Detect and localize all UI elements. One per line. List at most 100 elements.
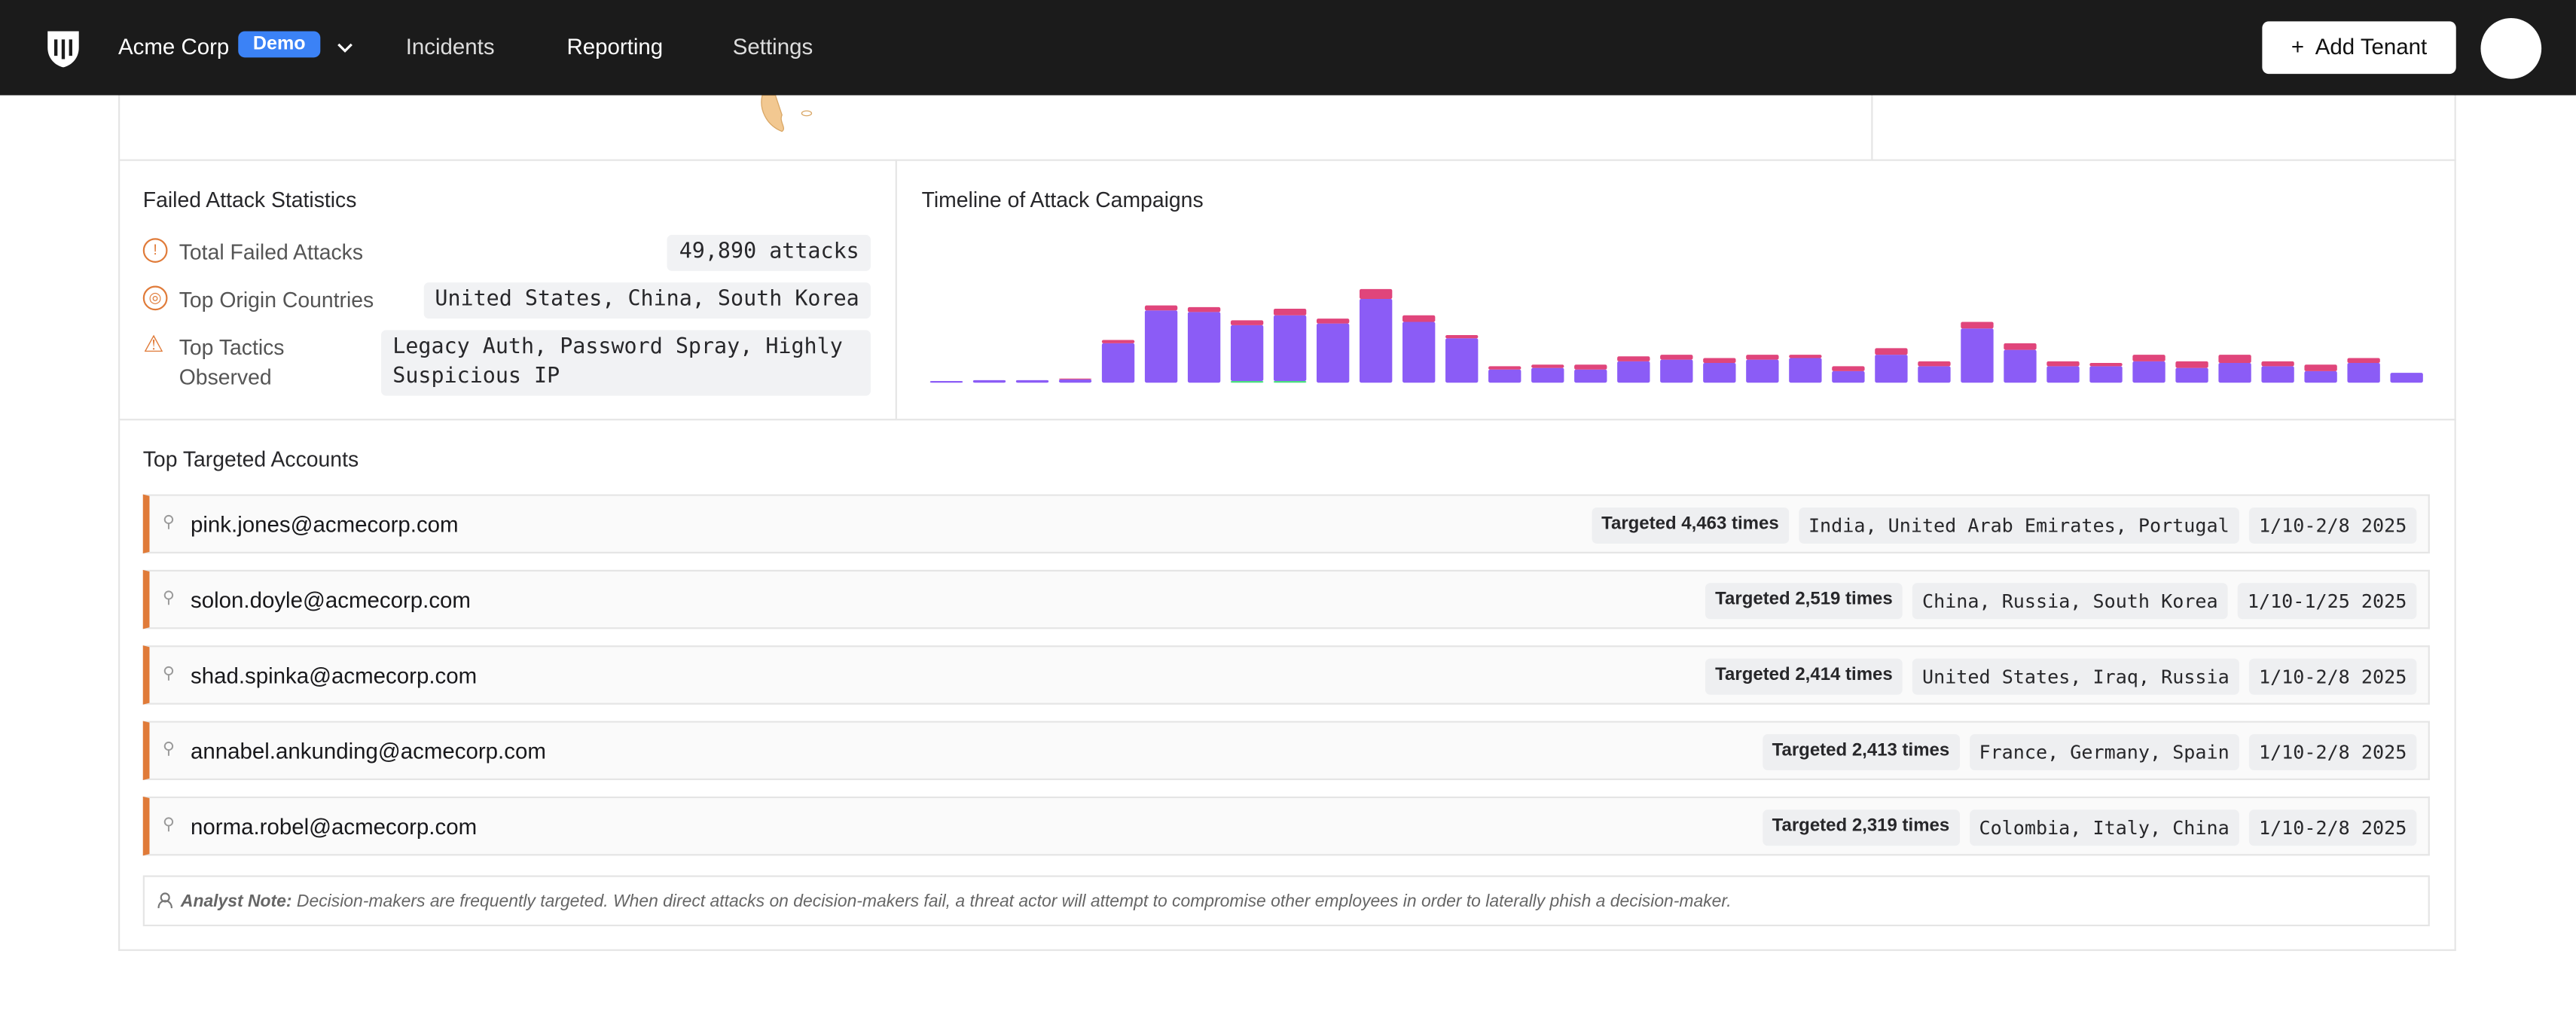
stat-value: Legacy Auth, Password Spray, Highly Susp… <box>381 330 871 396</box>
targeted-count: Targeted 4,463 times <box>1592 507 1789 544</box>
bar-segment <box>1961 328 1994 383</box>
bar-segment <box>1402 315 1436 322</box>
section-title: Failed Attack Statistics <box>142 187 357 212</box>
navbar: Acme Corp Demo Incidents Reporting Setti… <box>0 0 2576 96</box>
targeted-count: Targeted 2,319 times <box>1762 809 1960 846</box>
bar-segment <box>2004 349 2037 383</box>
stat-value: United States, China, South Korea <box>423 282 871 319</box>
bar-segment <box>2004 343 2037 350</box>
bar-segment <box>2132 355 2165 361</box>
bar-segment <box>1832 370 1865 383</box>
account-email: annabel.ankunding@acmecorp.com <box>191 739 546 764</box>
bar-segment <box>1660 359 1693 383</box>
bar-segment <box>1875 355 1908 383</box>
bar-segment <box>2390 373 2423 383</box>
countries: Colombia, Italy, China <box>1969 809 2239 846</box>
bar-segment <box>1316 323 1350 383</box>
bar-segment <box>1961 322 1994 329</box>
bar-segment <box>1230 325 1264 382</box>
divider <box>1871 95 1873 160</box>
bar-segment <box>1101 343 1135 383</box>
divider <box>118 159 2456 161</box>
countries: France, Germany, Spain <box>1969 733 2239 770</box>
account-tags: Targeted 4,463 times India, United Arab E… <box>1592 507 2417 544</box>
bar-segment <box>1144 305 1178 311</box>
account-row[interactable]: ⚲ pink.jones@acmecorp.com Targeted 4,463 t… <box>142 494 2430 554</box>
bar-segment <box>2304 364 2337 371</box>
bar-segment <box>1015 380 1049 383</box>
bar-segment <box>2261 366 2294 383</box>
user-icon: ⚲ <box>162 665 175 684</box>
bar-segment <box>1445 338 1479 383</box>
bar-segment <box>1101 340 1135 343</box>
bar-segment <box>2046 366 2080 383</box>
button-label: Add Tenant <box>2315 34 2428 59</box>
bar-segment <box>1360 288 1393 299</box>
bar-segment <box>1230 381 1264 383</box>
account-row[interactable]: ⚲ solon.doyle@acmecorp.com Targeted 2,519 … <box>142 569 2430 629</box>
nav-link[interactable]: Reporting <box>566 34 664 59</box>
account-email: norma.robel@acmecorp.com <box>191 814 478 840</box>
bar-segment <box>2347 358 2380 364</box>
stat-label: Top Tactics Observed <box>179 334 285 389</box>
bar-segment <box>1746 355 1779 360</box>
chevron[interactable] <box>337 41 353 54</box>
countries: China, Russia, South Korea <box>1912 583 2228 620</box>
bar-segment <box>1703 358 1736 364</box>
bar-segment <box>1144 310 1178 383</box>
stat-icon: ⚠ <box>143 330 164 357</box>
account-tags: Targeted 2,519 times China, Russia, South… <box>1705 583 2417 620</box>
icon <box>157 892 173 909</box>
add-tenant-button[interactable]: + Add Tenant <box>2262 21 2456 75</box>
user-icon: ⚲ <box>162 514 175 532</box>
date-range: 1/10-2/8 2025 <box>2248 809 2417 846</box>
bar-segment <box>1402 322 1436 383</box>
bar-segment <box>929 381 963 383</box>
bar-segment <box>1187 306 1221 312</box>
section-title: Top Targeted Accounts <box>142 447 359 471</box>
logo[interactable] <box>44 28 82 69</box>
stat-label: Top Origin Countries <box>179 287 374 312</box>
account-row[interactable]: ⚲ annabel.ankunding@acmecorp.com Targeted … <box>142 721 2430 781</box>
bar-segment <box>2347 363 2380 383</box>
account-row[interactable]: ⚲ norma.robel@acmecorp.com Targeted 2,319 … <box>142 796 2430 856</box>
user-icon: ⚲ <box>162 816 175 834</box>
avatar[interactable] <box>2480 17 2542 79</box>
bar-segment <box>1531 364 1564 368</box>
bar-segment <box>1058 378 1092 380</box>
bar-segment <box>1273 309 1307 315</box>
bar-segment <box>1918 366 1951 383</box>
card <box>118 95 2456 951</box>
bar-segment <box>1789 355 1822 358</box>
bar-segment <box>972 380 1006 383</box>
countries: United States, Iraq, Russia <box>1912 658 2239 695</box>
brand[interactable]: Acme Corp <box>118 34 230 59</box>
bar-segment <box>1617 361 1650 383</box>
nav-link[interactable]: Settings <box>732 34 813 59</box>
date-range: 1/10-2/8 2025 <box>2248 733 2417 770</box>
bar-segment <box>1230 320 1264 325</box>
chart-title: Timeline of Attack Campaigns <box>921 187 1204 212</box>
divider <box>118 419 2456 421</box>
bar-segment <box>2175 361 2208 368</box>
map-fragment <box>761 95 813 133</box>
stat-icon: ! <box>142 238 168 263</box>
nav-link[interactable]: Incidents <box>405 34 495 59</box>
bar-segment <box>2261 361 2294 367</box>
date-range: 1/10-1/25 2025 <box>2237 583 2417 620</box>
account-email: solon.doyle@acmecorp.com <box>191 587 471 613</box>
badge: Demo <box>238 31 321 58</box>
note-text: Decision-makers are frequently targeted.… <box>296 892 1732 912</box>
bar-segment <box>2175 367 2208 383</box>
bar-segment <box>2089 366 2123 383</box>
bar-segment <box>1617 356 1650 361</box>
user-icon: ⚲ <box>162 740 175 759</box>
bar-segment <box>1574 364 1607 370</box>
note-label: Analyst Note: <box>180 892 292 912</box>
bar-segment <box>1574 369 1607 383</box>
account-row[interactable]: ⚲ shad.spinka@acmecorp.com Targeted 2,414 … <box>142 645 2430 705</box>
divider <box>895 159 897 419</box>
bar-segment <box>2218 355 2251 364</box>
